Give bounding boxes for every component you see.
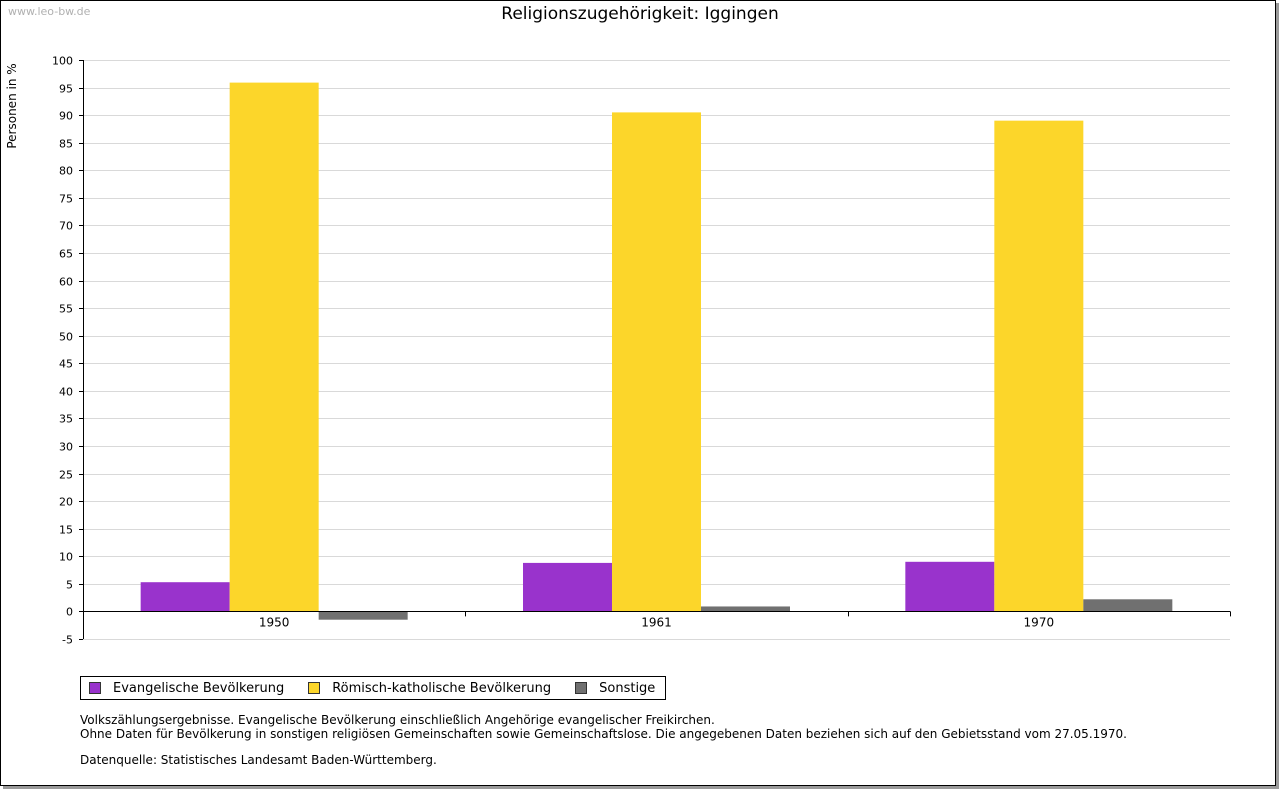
y-tick-label: 10	[59, 551, 73, 564]
y-tick-label: 70	[59, 220, 73, 233]
y-tick-label: 65	[59, 248, 73, 261]
bar-r-misch-katholische-bev-lkerung-1961	[612, 112, 701, 612]
legend-item-katholisch: Römisch-katholische Bevölkerung	[308, 681, 551, 696]
x-tick-label: 1950	[259, 615, 290, 629]
x-tick-label: 1970	[1024, 615, 1055, 629]
y-tick-label: 5	[66, 579, 73, 592]
footnotes: Volkszählungsergebnisse. Evangelische Be…	[80, 713, 1127, 767]
y-tick-label: 60	[59, 276, 73, 289]
legend-swatch-sonstige	[575, 682, 588, 694]
y-tick-label: 15	[59, 524, 73, 537]
bar-evangelische-bev-lkerung-1970	[905, 561, 995, 612]
bar-r-misch-katholische-bev-lkerung-1950	[229, 82, 319, 612]
chart-title: Religionszugehörigkeit: Iggingen	[501, 4, 779, 24]
legend-swatch-evangelisch	[89, 682, 101, 694]
y-tick-label: 20	[59, 496, 73, 509]
bar-evangelische-bev-lkerung-1950	[140, 582, 230, 612]
legend-swatch-katholisch	[308, 682, 321, 694]
y-tick-label: 95	[59, 83, 73, 96]
legend-label-katholisch: Römisch-katholische Bevölkerung	[332, 680, 552, 696]
y-tick-label: 40	[59, 386, 73, 399]
legend: Evangelische Bevölkerung Römisch-katholi…	[80, 676, 667, 700]
y-tick-label: 90	[59, 110, 73, 123]
watermark: www.leo-bw.de	[8, 5, 91, 18]
bar-evangelische-bev-lkerung-1961	[523, 562, 612, 612]
y-tick-label: 0	[66, 606, 73, 619]
bar-sonstige-1950	[318, 611, 408, 620]
note-line-2: Ohne Daten für Bevölkerung in sonstigen …	[80, 727, 1127, 741]
y-tick-label: 85	[59, 138, 73, 151]
bar-r-misch-katholische-bev-lkerung-1970	[994, 120, 1084, 612]
y-tick-label: 75	[59, 193, 73, 206]
y-tick-label: -5	[62, 634, 73, 647]
data-source: Datenquelle: Statistisches Landesamt Bad…	[80, 753, 437, 767]
y-tick-label: 100	[52, 55, 73, 68]
bar-sonstige-1970	[1083, 599, 1173, 612]
legend-label-evangelisch: Evangelische Bevölkerung	[113, 680, 285, 696]
y-tick-label: 25	[59, 469, 73, 482]
legend-label-sonstige: Sonstige	[599, 680, 656, 696]
y-tick-label: 30	[59, 441, 73, 454]
bar-sonstige-1961	[701, 606, 790, 612]
y-axis-label: Personen in %	[5, 63, 19, 148]
note-line-1: Volkszählungsergebnisse. Evangelische Be…	[80, 713, 715, 727]
y-tick-label: 55	[59, 303, 73, 316]
y-tick-label: 45	[59, 358, 73, 371]
x-tick-label: 1961	[641, 615, 672, 629]
y-tick-label: 50	[59, 331, 73, 344]
y-tick-label: 80	[59, 165, 73, 178]
legend-item-evangelisch: Evangelische Bevölkerung	[89, 681, 284, 696]
y-tick-label: 35	[59, 413, 73, 426]
legend-item-sonstige: Sonstige	[575, 681, 655, 696]
